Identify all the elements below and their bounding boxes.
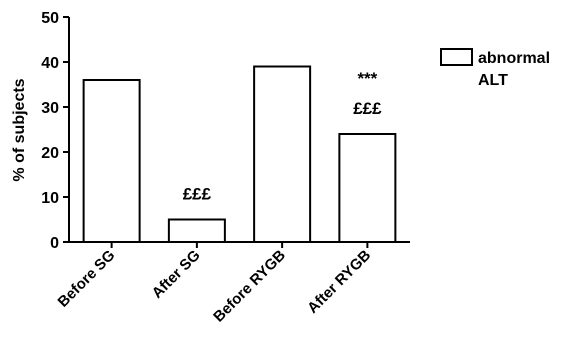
bar-after-rygb: [338, 133, 397, 243]
legend-label-line-1: abnormal: [478, 50, 550, 67]
y-tick-label: 20: [41, 145, 59, 162]
significance-annotation: £££: [183, 185, 212, 204]
x-tick-label: Before SG: [55, 247, 119, 311]
x-tick-label: After SG: [149, 247, 204, 302]
significance-annotation: ***: [357, 69, 377, 88]
y-tick-label: 40: [41, 55, 59, 72]
legend-label-line-2: ALT: [478, 72, 508, 89]
y-axis-title: % of subjects: [11, 78, 28, 181]
bar-after-sg: [167, 218, 226, 243]
x-tick-label: After RYGB: [304, 247, 374, 317]
bar-before-sg: [82, 79, 141, 243]
legend: abnormal ALT: [440, 48, 550, 89]
bar-before-rygb: [253, 65, 312, 243]
x-tick-label: Before RYGB: [210, 247, 289, 326]
y-tick-label: 50: [41, 10, 59, 27]
significance-annotation: £££: [353, 99, 382, 118]
y-tick-label: 30: [41, 100, 59, 117]
y-tick-label: 10: [41, 190, 59, 207]
legend-swatch: [440, 48, 473, 66]
y-tick-label: 0: [50, 235, 59, 252]
